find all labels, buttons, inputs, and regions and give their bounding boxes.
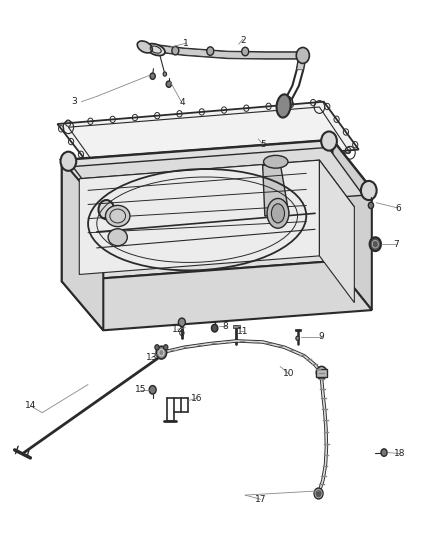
Text: 8: 8 [223,321,229,330]
Circle shape [296,336,299,341]
Polygon shape [79,160,354,225]
Text: 7: 7 [393,240,399,249]
Text: 6: 6 [395,204,401,213]
Circle shape [361,181,377,200]
Ellipse shape [108,229,127,246]
Ellipse shape [272,204,285,223]
Circle shape [163,72,166,76]
Text: 14: 14 [25,401,36,410]
Ellipse shape [146,44,165,55]
Text: 18: 18 [395,449,406,458]
Circle shape [370,237,381,251]
Polygon shape [149,44,297,59]
Circle shape [316,367,327,379]
Circle shape [314,488,323,499]
Ellipse shape [172,46,179,55]
Polygon shape [294,329,300,332]
Ellipse shape [242,47,249,56]
Circle shape [368,202,374,208]
Circle shape [155,345,159,350]
Polygon shape [62,261,372,330]
Polygon shape [62,140,332,281]
Ellipse shape [106,205,130,227]
Polygon shape [319,160,354,303]
Ellipse shape [276,94,291,118]
Polygon shape [62,160,103,330]
Circle shape [156,346,166,359]
Ellipse shape [207,47,214,55]
Polygon shape [297,55,306,70]
Polygon shape [316,368,327,377]
Circle shape [99,200,114,219]
Text: 1: 1 [184,39,189,48]
Circle shape [212,325,218,332]
Text: 5: 5 [260,140,265,149]
Text: 10: 10 [283,369,295,378]
Circle shape [163,345,168,350]
Text: 4: 4 [179,98,185,107]
Ellipse shape [264,156,288,168]
Circle shape [150,73,155,79]
Ellipse shape [267,198,289,228]
Text: 3: 3 [71,97,77,106]
Polygon shape [57,102,359,172]
Ellipse shape [296,47,309,63]
Polygon shape [233,325,240,328]
Polygon shape [62,140,372,209]
Circle shape [381,449,387,456]
Ellipse shape [283,96,293,107]
Text: 9: 9 [319,332,325,341]
Polygon shape [332,140,372,310]
Circle shape [149,385,156,394]
Polygon shape [73,148,363,214]
Text: 17: 17 [255,495,266,504]
Text: 16: 16 [191,394,203,403]
Polygon shape [263,163,289,216]
Text: 13: 13 [145,353,157,362]
Text: 12: 12 [172,325,183,334]
Circle shape [60,152,76,171]
Circle shape [166,81,171,87]
Text: 2: 2 [240,36,246,45]
Circle shape [178,318,185,327]
Ellipse shape [137,41,152,53]
Text: 11: 11 [237,327,249,336]
Circle shape [321,132,337,151]
Polygon shape [79,160,319,274]
Text: 15: 15 [134,385,146,394]
